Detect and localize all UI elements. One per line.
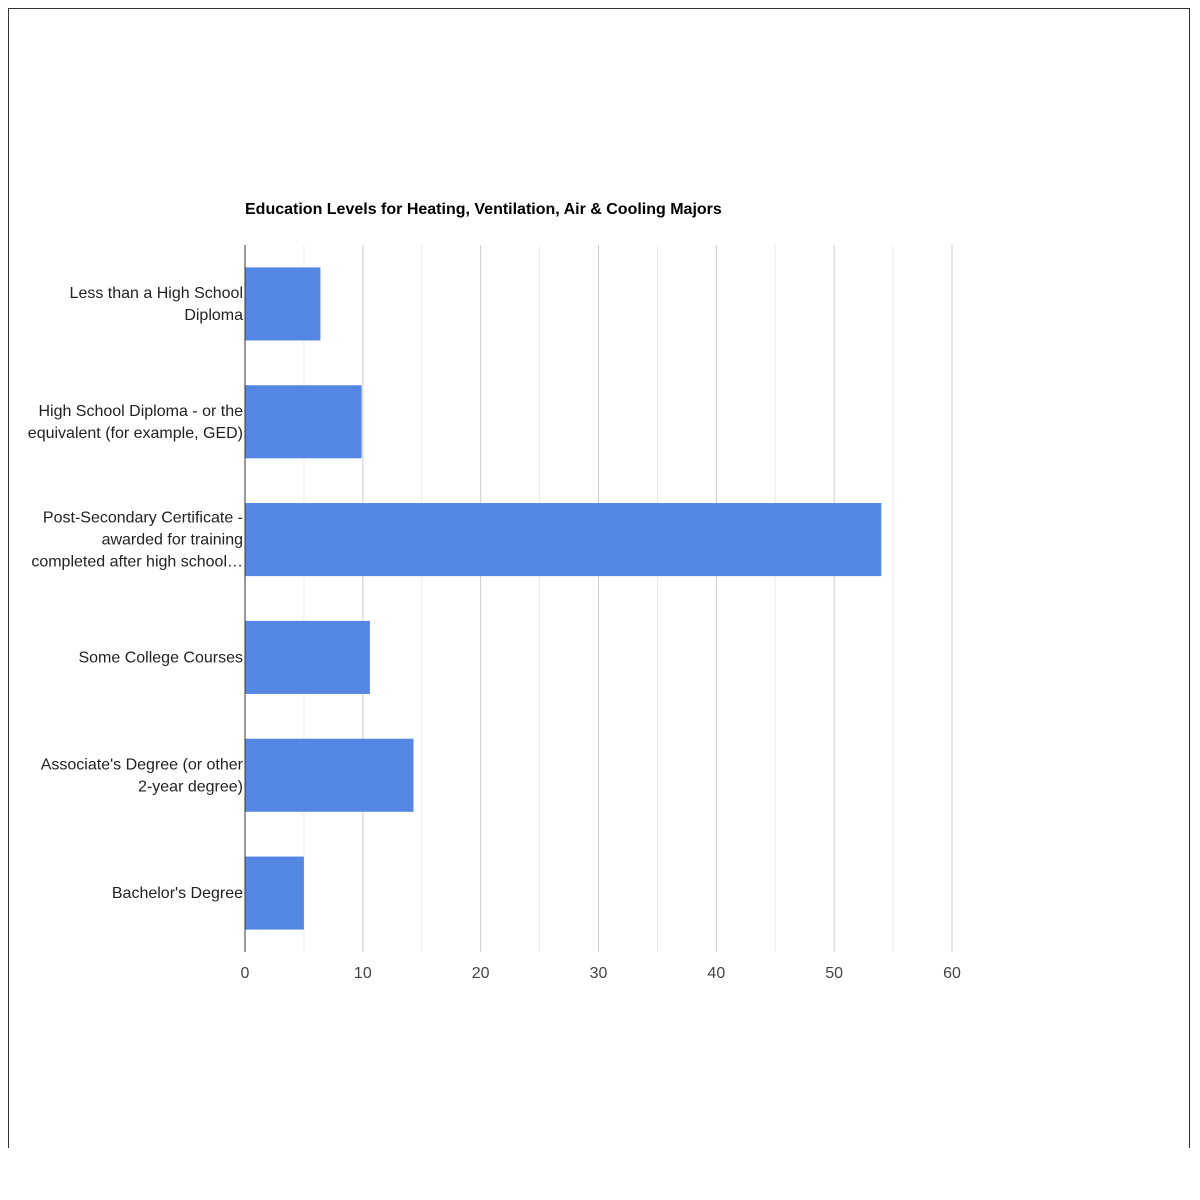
category-label: Associate's Degree (or other 2-year degre… [41, 756, 244, 795]
grid-lines [303, 245, 953, 952]
x-tick-label: 0 [241, 965, 250, 982]
bars [245, 267, 882, 930]
x-tick-labels: 0 10 20 30 40 50 60 [241, 965, 961, 982]
category-label: Some College Courses [78, 649, 243, 666]
category-label: Less than a High School Diploma [70, 285, 244, 324]
category-labels: Less than a High School Diploma High Schoo… [28, 285, 244, 902]
x-tick-label: 10 [354, 965, 372, 982]
x-tick-label: 20 [472, 965, 490, 982]
category-label: Bachelor's Degree [112, 885, 243, 902]
bar[interactable] [245, 503, 882, 577]
bar[interactable] [245, 620, 370, 694]
x-tick-label: 50 [825, 965, 843, 982]
bar[interactable] [245, 738, 414, 812]
chart-title: Education Levels for Heating, Ventilatio… [245, 201, 722, 218]
bar[interactable] [245, 856, 304, 930]
x-tick-label: 40 [707, 965, 725, 982]
bar[interactable] [245, 267, 321, 341]
chart-frame [8, 8, 1190, 1148]
bar[interactable] [245, 385, 362, 459]
category-label: Post-Secondary Certificate -awarded for … [31, 510, 243, 571]
x-tick-label: 60 [943, 965, 961, 982]
x-tick-label: 30 [590, 965, 608, 982]
category-label: High School Diploma - or the equivalent (… [28, 403, 243, 442]
